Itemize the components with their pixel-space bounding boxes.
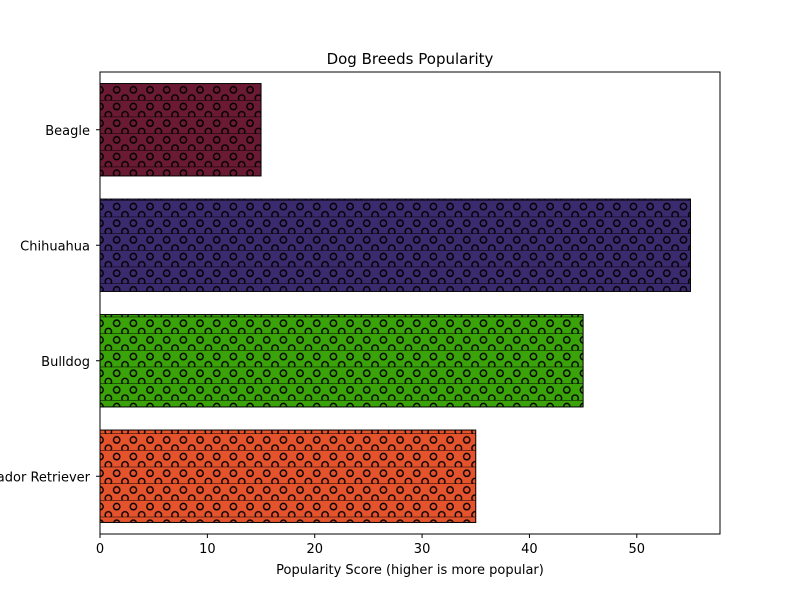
y-axis: Beagle Chihuahua Bulldog Labrador Retriever [0,124,100,485]
x-axis: 0 10 20 30 40 50 [96,534,645,557]
x-axis-label: Popularity Score (higher is more popular… [276,563,544,578]
bar-labrador-retriever [99,429,477,523]
x-tick-label: 40 [521,542,538,557]
y-tick-label: Chihuahua [20,239,90,254]
plot-frame [99,71,721,535]
bar-chihuahua [99,198,691,292]
y-tick-label: Labrador Retriever [0,470,91,485]
chart-title: Dog Breeds Popularity [327,50,494,68]
x-tick-label: 20 [306,542,323,557]
y-tick-label: Bulldog [41,355,90,370]
y-tick-label: Beagle [45,124,90,139]
bars-layer [99,83,691,523]
x-tick-label: 30 [414,542,431,557]
x-tick-label: 50 [629,542,646,557]
bar-beagle [99,83,262,177]
bar-bulldog [99,314,584,408]
x-tick-label: 10 [199,542,216,557]
x-tick-label: 0 [96,542,104,557]
